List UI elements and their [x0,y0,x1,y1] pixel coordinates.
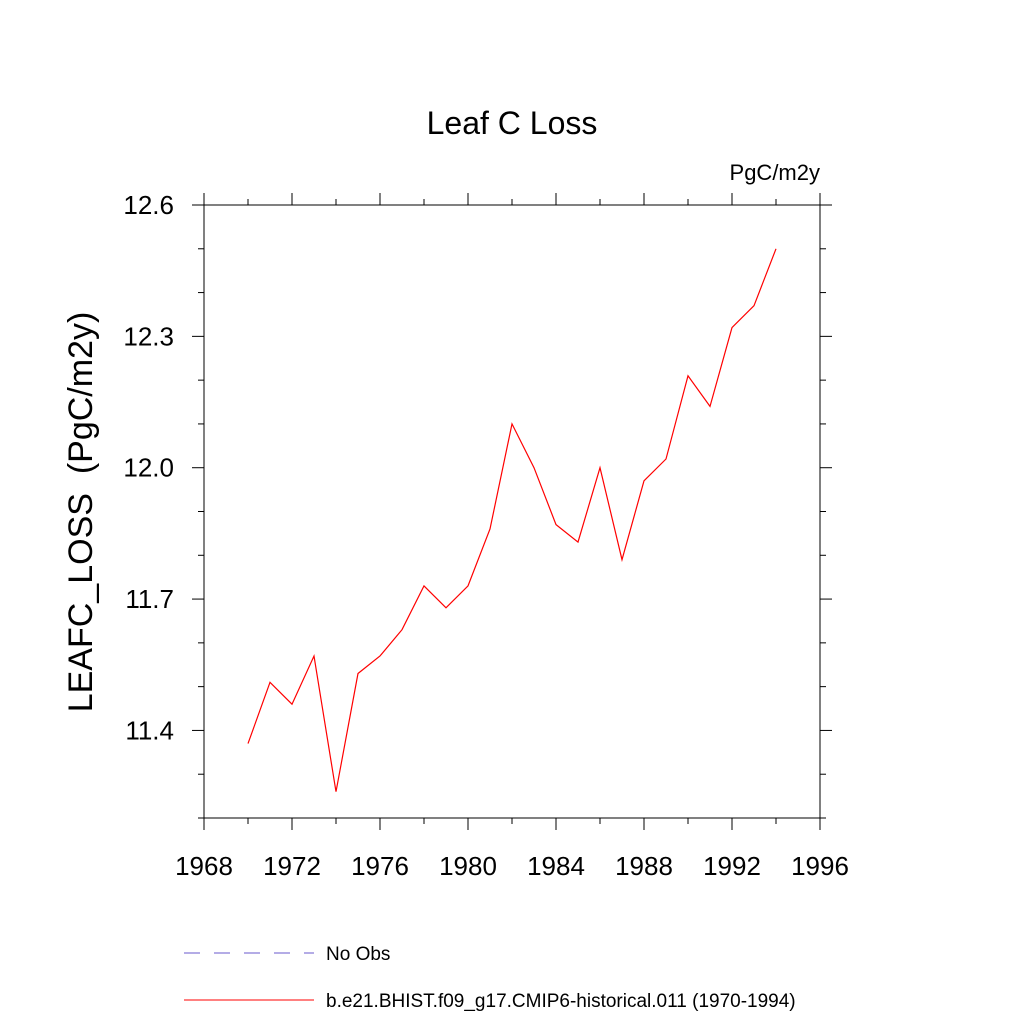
y-axis-ticks: 11.4 11.7 12.0 12.3 12.6 [123,190,832,819]
x-tick-label: 1968 [175,851,233,881]
y-tick-label: 12.3 [123,321,174,351]
y-tick-label: 11.4 [125,715,174,745]
plot-frame [203,204,821,819]
y-tick-label: 12.6 [123,190,174,220]
x-tick-label: 1976 [351,851,409,881]
units-label: PgC/m2y [730,160,820,185]
y-tick-label: 11.7 [125,584,174,614]
x-tick-label: 1992 [703,851,761,881]
y-axis-label: LEAFC_LOSS (PgC/m2y) [62,312,100,713]
chart-title: Leaf C Loss [427,105,598,141]
x-tick-label: 1988 [615,851,673,881]
series-layer [247,248,777,792]
legend: No Obs b.e21.BHIST.f09_g17.CMIP6-historic… [184,944,796,1012]
legend-label: No Obs [326,944,390,965]
x-tick-label: 1972 [263,851,321,881]
legend-label: b.e21.BHIST.f09_g17.CMIP6-historical.011… [326,991,796,1012]
x-tick-label: 1980 [439,851,497,881]
series-line [247,248,777,792]
x-axis-ticks: 1968 1972 1976 1980 1984 1988 1992 1996 [175,193,849,881]
y-tick-label: 12.0 [123,453,174,483]
x-tick-label: 1984 [527,851,585,881]
x-tick-label: 1996 [791,851,849,881]
